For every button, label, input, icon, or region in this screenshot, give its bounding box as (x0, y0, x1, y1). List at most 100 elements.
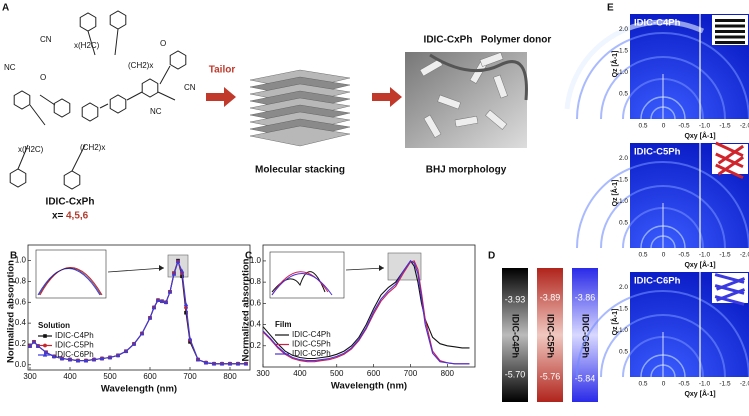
x-tick-label: -0.5 (678, 381, 690, 388)
structure-label: NC (150, 107, 162, 116)
y-axis-label: Normalized absorption (241, 258, 252, 361)
molecule-name: IDIC-CxPh (46, 197, 95, 208)
marker (187, 336, 193, 341)
energy-diagram: -3.93 -5.70 IDIC-C4Ph -3.89 -5.76 IDIC-C5Ph -3… (502, 268, 598, 402)
legend-label: IDIC-C4Ph (292, 330, 331, 339)
acceptor-domain (437, 94, 461, 110)
marker (123, 348, 129, 353)
x-tick-label: 500 (330, 369, 344, 378)
sample-name: IDIC-C5Ph (634, 147, 681, 158)
x-tick-label: 0.5 (638, 381, 647, 388)
legend-label: IDIC-C4Ph (55, 331, 94, 340)
x-axis-label: Qxy [Å-1] (684, 389, 715, 398)
charts: B 0.0 0.2 0.4 0.6 0.8 1.0 300 400 500 600 700 800 Wav… (6, 244, 476, 395)
x-tick-label: 400 (293, 369, 307, 378)
x-tick-label: -1.5 (719, 252, 731, 259)
ring (109, 10, 127, 30)
y-tick-label: 0.5 (619, 349, 628, 356)
x-tick-label: -2.0 (740, 123, 749, 130)
structure-label: x(H2C) (18, 145, 44, 154)
x-tick-label: 600 (143, 372, 157, 381)
panel-label: C (245, 251, 252, 262)
inset (35, 249, 422, 299)
x-prefix: x= (52, 211, 64, 222)
plot-frame (27, 244, 251, 371)
panel-label: D (488, 251, 495, 262)
structure-label: (CH2)x (128, 61, 153, 70)
acceptor-label: IDIC-CxPh (424, 35, 473, 46)
series-line (262, 259, 470, 360)
packing-line (715, 30, 745, 33)
packing-line (715, 24, 745, 28)
series-line (262, 260, 470, 365)
ring (141, 78, 159, 98)
x-tick-label: 300 (256, 369, 270, 378)
acceptor-domain (493, 74, 508, 99)
y-tick-label: 1.5 (619, 177, 628, 184)
x-tick-label: 0.5 (638, 123, 647, 130)
marker (195, 357, 201, 362)
bhj-shapes (419, 52, 528, 138)
y-tick-label: 0.0 (15, 360, 27, 369)
marker (147, 315, 153, 320)
y-tick-label: 0.4 (250, 320, 262, 329)
x-axis-label: Wavelength (nm) (101, 384, 177, 395)
marker (67, 357, 73, 362)
legend-title: Solution (38, 321, 70, 330)
material-name: IDIC-C5Ph (546, 314, 556, 358)
ring (9, 168, 27, 188)
x-tick-label: 0 (662, 123, 666, 130)
scattering-ring (564, 19, 705, 110)
scattering-ring (600, 185, 726, 249)
ring (63, 170, 81, 190)
marker (115, 353, 121, 358)
ring (13, 90, 31, 110)
x-tick-label: 700 (183, 372, 197, 381)
arrow (206, 87, 236, 107)
x-tick-label: -2.0 (740, 252, 749, 259)
homo-label: -5.84 (575, 373, 596, 383)
marker (107, 355, 113, 360)
scattering-ring (576, 32, 749, 120)
homo-label: -5.76 (540, 371, 561, 381)
packing-line (715, 163, 744, 180)
marker (83, 358, 89, 363)
acceptor-domain (479, 52, 504, 67)
marker (184, 310, 188, 315)
marker (155, 297, 161, 302)
y-tick-label: 2.0 (619, 155, 628, 162)
x-tick-label: -2.0 (740, 381, 749, 388)
packing-line (714, 295, 745, 306)
structure-label: NC (4, 63, 16, 72)
x-tick-label: 500 (103, 372, 117, 381)
stacking-image (249, 69, 351, 147)
marker (183, 302, 189, 306)
x-tick-label: 600 (367, 369, 381, 378)
x-values: 4,5,6 (66, 211, 89, 222)
marker (99, 356, 105, 361)
donor-label: Polymer donor (481, 35, 552, 46)
marker (51, 354, 57, 359)
packing-line (715, 19, 745, 22)
legend-label: IDIC-C5Ph (292, 340, 331, 349)
ring (109, 94, 127, 114)
panel-label: E (607, 3, 614, 14)
x-tick-label: 0 (662, 381, 666, 388)
y-tick-label: 0.6 (250, 298, 262, 307)
marker (203, 360, 209, 365)
energy-bar (572, 268, 598, 402)
structure-label: x(H2C) (74, 41, 100, 50)
lumo-label: -3.86 (575, 292, 596, 302)
x-axis-label: Qxy [Å-1] (684, 131, 715, 140)
y-tick-label: 0.8 (250, 277, 262, 286)
marker (27, 343, 33, 348)
structure-label: CN (40, 35, 52, 44)
scattering-ring (576, 290, 749, 378)
scattering-ring (600, 56, 726, 120)
y-tick-label: 1.5 (619, 306, 628, 313)
x-tick-label: 800 (441, 369, 455, 378)
marker (188, 340, 192, 344)
marker (171, 271, 177, 276)
stacking-label: Molecular stacking (255, 165, 345, 176)
structure-label: O (40, 73, 46, 82)
